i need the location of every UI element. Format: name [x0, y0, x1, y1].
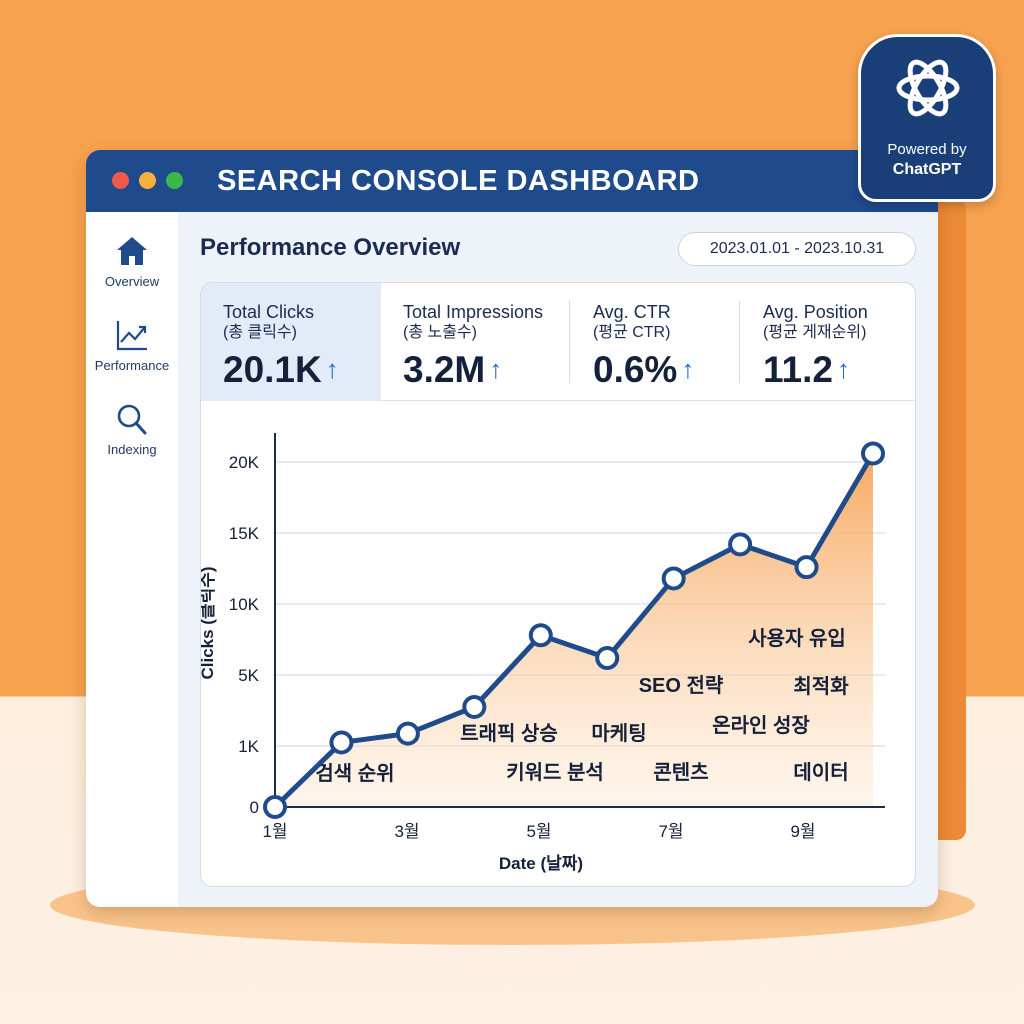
clicks-area — [275, 453, 873, 807]
data-point[interactable] — [794, 555, 819, 580]
metric-divider — [739, 301, 740, 383]
close-window-button[interactable] — [112, 172, 129, 189]
y-axis-label: Clicks (클릭수) — [201, 566, 217, 679]
badge-text-powered: Powered by — [887, 141, 967, 158]
data-point[interactable] — [263, 795, 287, 819]
metric-label: Total Clicks — [223, 302, 315, 322]
y-tick-label: 20K — [229, 453, 260, 472]
sidebar-item-indexing[interactable]: Indexing — [86, 402, 178, 457]
chart-annotation: 콘텐츠 — [653, 761, 708, 784]
openai-logo-icon — [896, 59, 960, 117]
metric-label: Avg. CTR — [593, 302, 671, 322]
metric-sublabel: (총 클릭수) — [223, 324, 297, 341]
metric-value: 20.1K ↑ — [223, 349, 381, 391]
metric-avg-ctr[interactable]: Avg. CTR (평균 CTR) 0.6% ↑ — [571, 283, 739, 401]
y-tick-label: 10K — [229, 595, 260, 614]
home-icon — [117, 237, 147, 265]
metric-sublabel: (평균 CTR) — [593, 324, 671, 341]
line-chart-icon — [116, 321, 147, 351]
y-tick-label: 15K — [229, 524, 260, 543]
metric-number: 3.2M — [403, 349, 486, 390]
data-point[interactable] — [595, 645, 620, 670]
x-tick-label: 3월 — [394, 822, 419, 841]
data-point[interactable] — [728, 532, 753, 557]
arrow-up-icon: ↑ — [836, 354, 850, 384]
chart-annotation: 검색 순위 — [315, 762, 394, 785]
data-point[interactable] — [329, 730, 354, 755]
metric-value: 0.6% ↑ — [593, 349, 739, 391]
date-range-picker[interactable]: 2023.01.01 - 2023.10.31 — [678, 232, 916, 266]
clicks-series-line — [273, 452, 876, 809]
dashboard-window: SEARCH CONSOLE DASHBOARD Overview Perfor… — [86, 150, 938, 907]
main-content: Performance Overview 2023.01.01 - 2023.1… — [178, 212, 938, 907]
x-tick-label: 1월 — [262, 822, 287, 841]
search-icon — [117, 404, 147, 435]
chart-annotation: 키워드 분석 — [506, 761, 604, 784]
page-title: Performance Overview — [200, 234, 461, 261]
chart-annotation: 마케팅 — [591, 722, 646, 745]
metric-sublabel: (평균 게재순위) — [763, 324, 867, 341]
metric-divider — [569, 301, 570, 383]
metric-label: Total Impressions — [403, 302, 544, 322]
title-bar: SEARCH CONSOLE DASHBOARD — [86, 150, 938, 212]
maximize-window-button[interactable] — [166, 172, 183, 189]
metric-sublabel: (총 노출수) — [403, 324, 477, 341]
chart-annotation: SEO 전략 — [639, 674, 724, 697]
sidebar-item-overview[interactable]: Overview — [86, 234, 178, 289]
chart-annotation: 데이터 — [793, 761, 848, 784]
data-point[interactable] — [528, 623, 553, 648]
data-point[interactable] — [861, 441, 885, 466]
arrow-up-icon: ↑ — [325, 354, 339, 384]
metric-total-clicks[interactable]: Total Clicks (총 클릭수) 20.1K ↑ — [201, 283, 381, 401]
minimize-window-button[interactable] — [139, 172, 156, 189]
metric-value: 11.2 ↑ — [763, 349, 915, 391]
x-tick-label: 7월 — [658, 822, 683, 841]
metric-avg-position[interactable]: Avg. Position (평균 게재순위) 11.2 ↑ — [741, 283, 915, 401]
sidebar: Overview Performance Indexing — [86, 212, 178, 907]
performance-card: Total Clicks (총 클릭수) 20.1K ↑ Total Impres… — [200, 282, 916, 887]
sidebar-item-label: Indexing — [107, 442, 157, 457]
arrow-up-icon: ↑ — [681, 354, 695, 384]
y-tick-label: 5K — [238, 666, 259, 685]
arrow-up-icon: ↑ — [489, 354, 503, 384]
data-point[interactable] — [462, 694, 487, 719]
sidebar-item-performance[interactable]: Performance — [86, 318, 178, 373]
sidebar-item-label: Overview — [104, 274, 160, 289]
metrics-row: Total Clicks (총 클릭수) 20.1K ↑ Total Impres… — [201, 283, 915, 401]
y-tick-label: 1K — [238, 737, 259, 756]
chart-annotation: 사용자 유입 — [748, 627, 846, 650]
badge-text-brand: ChatGPT — [892, 161, 962, 178]
x-tick-label: 5월 — [526, 822, 551, 841]
x-axis-label: Date (날짜) — [499, 854, 583, 873]
metric-number: 20.1K — [223, 349, 322, 390]
chart-annotation: 트래픽 상승 — [460, 722, 558, 745]
data-point[interactable] — [395, 721, 420, 746]
x-tick-label: 9월 — [790, 822, 815, 841]
app-title: SEARCH CONSOLE DASHBOARD — [217, 165, 700, 197]
metric-value: 3.2M ↑ — [403, 349, 571, 391]
y-tick-label: 0 — [250, 798, 259, 817]
chart-annotation: 최적화 — [793, 675, 849, 698]
data-point[interactable] — [661, 566, 686, 591]
powered-by-badge: Powered by ChatGPT — [858, 34, 996, 202]
sidebar-item-label: Performance — [94, 358, 170, 373]
metric-number: 11.2 — [763, 349, 833, 390]
chart-annotation: 온라인 성장 — [712, 714, 810, 737]
metric-number: 0.6% — [593, 349, 678, 390]
metric-total-impressions[interactable]: Total Impressions (총 노출수) 3.2M ↑ — [381, 283, 571, 401]
clicks-line-chart: 0 1K 5K 10K 15K 20K 1월 3월 5월 7월 9월 검색 순위 트래픽 상승키워드… — [201, 433, 885, 873]
metric-label: Avg. Position — [763, 302, 868, 322]
